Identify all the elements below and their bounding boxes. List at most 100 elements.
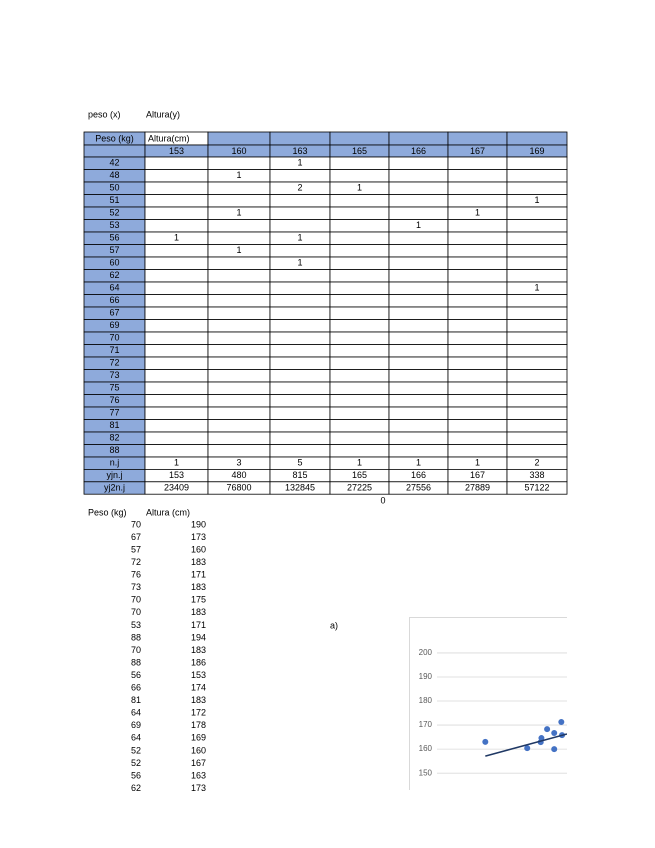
total-label: yjn.j [106, 470, 122, 480]
cell [269, 331, 331, 345]
list-weight: 70 [131, 519, 141, 529]
list-height: 153 [191, 670, 206, 680]
cell [506, 481, 568, 495]
cell [447, 344, 508, 358]
cell [329, 219, 390, 233]
cell [506, 381, 568, 395]
list-weight: 76 [131, 570, 141, 580]
point [524, 745, 531, 752]
total-cell: 132845 [285, 482, 315, 492]
total-cell: 2 [534, 458, 539, 468]
total-cell: 815 [292, 470, 307, 480]
list-height: 194 [191, 632, 206, 642]
cell [207, 344, 271, 358]
cell [388, 406, 449, 420]
height-header: 165 [352, 146, 367, 156]
cell [506, 319, 568, 333]
list-weight: 56 [131, 770, 141, 780]
list-weight: 88 [131, 632, 141, 642]
cell [207, 306, 271, 320]
cell [447, 356, 508, 370]
y-tick-label: 180 [419, 696, 433, 705]
weight-cell: 70 [109, 333, 119, 343]
cell [447, 381, 508, 395]
cell [329, 156, 390, 170]
point [482, 738, 489, 745]
point [538, 735, 545, 742]
total-cell: 165 [352, 470, 367, 480]
cell [329, 244, 390, 258]
count-cell: 1 [236, 245, 241, 255]
y-tick-label: 190 [419, 672, 433, 681]
count-cell: 1 [174, 233, 179, 243]
height-header: 166 [411, 146, 426, 156]
cell [506, 169, 568, 183]
point [551, 746, 558, 753]
cell [506, 256, 568, 270]
cell [269, 344, 331, 358]
x-label: peso (x) [88, 109, 121, 119]
cell [207, 194, 271, 208]
cell [144, 319, 209, 333]
cell [506, 231, 568, 245]
cell [144, 331, 209, 345]
list-height: 172 [191, 708, 206, 718]
header-cell: Peso (kg) [95, 133, 134, 143]
cell [388, 231, 449, 245]
y-tick-label: 170 [419, 720, 433, 729]
count-cell: 1 [297, 233, 302, 243]
cell [207, 181, 271, 195]
weight-cell: 51 [109, 195, 119, 205]
cell [269, 406, 331, 420]
count-cell: 2 [297, 183, 302, 193]
cell [207, 131, 271, 146]
cell [329, 406, 390, 420]
cell [207, 231, 271, 245]
list-weight: 56 [131, 670, 141, 680]
cell [207, 356, 271, 370]
weight-cell: 71 [109, 345, 119, 355]
cell [447, 169, 508, 183]
cell [388, 294, 449, 308]
point [551, 730, 558, 737]
cell [144, 406, 209, 420]
list-height: 169 [191, 733, 206, 743]
height-header: 167 [470, 146, 485, 156]
cell [329, 194, 390, 208]
list-height: 171 [191, 570, 206, 580]
count-cell: 1 [297, 258, 302, 268]
count-cell: 1 [475, 208, 480, 218]
cell [83, 144, 146, 158]
list-height: 183 [191, 645, 206, 655]
count-cell: 1 [416, 220, 421, 230]
cell [207, 281, 271, 295]
weight-cell: 73 [109, 370, 119, 380]
cell [388, 356, 449, 370]
cell [144, 219, 209, 233]
chart-frame [409, 617, 567, 790]
cell [144, 206, 209, 220]
total-cell: 27225 [347, 482, 372, 492]
total-cell: 1 [416, 458, 421, 468]
cell [329, 369, 390, 383]
point [558, 718, 565, 725]
cell [144, 194, 209, 208]
cell [144, 169, 209, 183]
list-height: 160 [191, 745, 206, 755]
cell [269, 281, 331, 295]
cell [207, 444, 271, 458]
cell [269, 381, 331, 395]
note: a) [330, 620, 338, 630]
total-cell: 1 [174, 458, 179, 468]
total-label: yj2n.j [104, 482, 125, 492]
count-cell: 1 [236, 170, 241, 180]
cell [388, 369, 449, 383]
total-label: n.j [110, 458, 120, 468]
list-height: 174 [191, 683, 206, 693]
cell [207, 319, 271, 333]
weight-cell: 42 [109, 158, 119, 168]
weight-cell: 62 [109, 270, 119, 280]
list-weight: 52 [131, 745, 141, 755]
total-cell: 166 [411, 470, 426, 480]
